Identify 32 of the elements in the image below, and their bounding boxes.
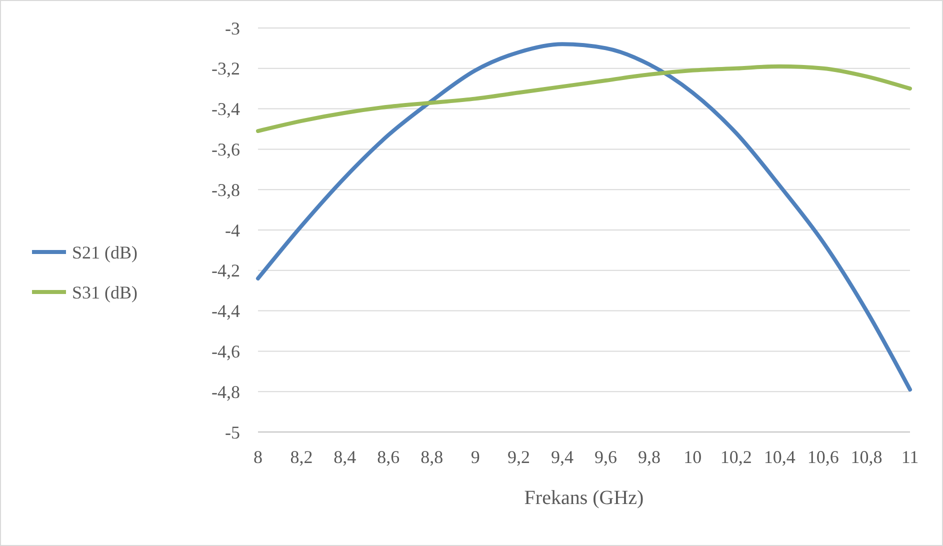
x-tick-label: 8,8 <box>420 447 444 467</box>
x-tick-label: 8,2 <box>290 447 313 467</box>
x-axis-title: Frekans (GHz) <box>524 487 644 509</box>
y-tick-label: -3,4 <box>212 99 240 120</box>
y-tick-label: -3,6 <box>212 140 240 160</box>
y-tick-label: -4 <box>225 220 240 240</box>
y-tick-label: -4,6 <box>212 342 240 362</box>
x-tick-label: 8,6 <box>377 447 400 467</box>
x-tick-label: 9,4 <box>551 447 574 467</box>
x-tick-label: 8,4 <box>334 447 356 467</box>
y-tick-label: -4,8 <box>212 382 240 402</box>
x-tick-label: 10,8 <box>850 447 882 467</box>
x-tick-label: 10 <box>684 447 702 467</box>
x-tick-label: 9,8 <box>638 447 660 467</box>
y-tick-label: -4,4 <box>212 301 240 322</box>
y-tick-label: -3,8 <box>212 180 240 200</box>
y-tick-label: -4,2 <box>212 260 240 281</box>
legend-label: S21 (dB) <box>72 242 138 262</box>
x-tick-label: 9,6 <box>594 447 617 467</box>
legend-label: S31 (dB) <box>72 282 138 302</box>
y-tick-label: -3,2 <box>212 58 240 79</box>
y-tick-label: -5 <box>225 422 240 442</box>
line-series <box>256 64 912 134</box>
x-tick-label: 9 <box>470 447 480 467</box>
x-tick-label: 9,2 <box>508 447 530 467</box>
x-tick-label: 8 <box>254 447 262 467</box>
x-tick-label: 11 <box>901 447 919 467</box>
x-tick-label: 10,2 <box>720 447 752 467</box>
line-series <box>256 42 912 392</box>
y-tick-label: -3 <box>225 18 240 38</box>
x-tick-label: 10,6 <box>807 447 839 467</box>
x-tick-label: 10,4 <box>764 447 796 467</box>
